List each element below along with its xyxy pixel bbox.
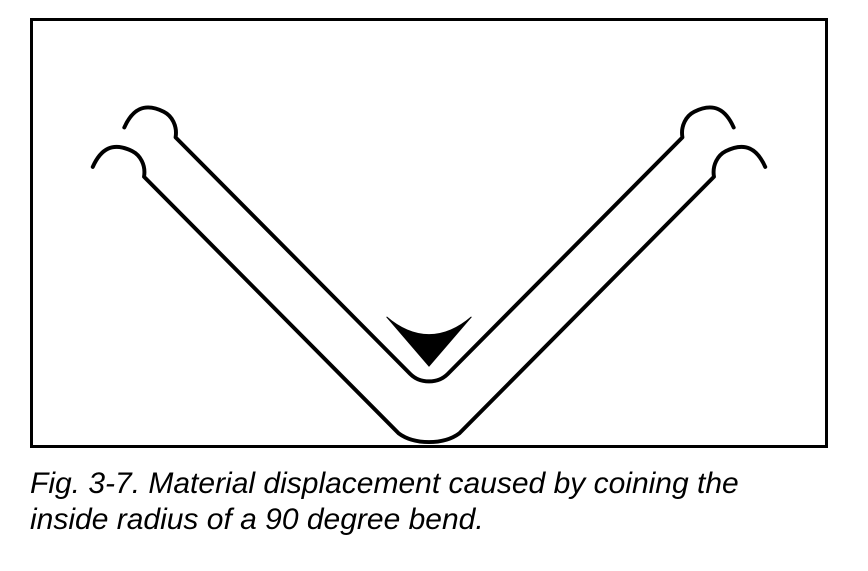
coining-wedge	[387, 317, 472, 366]
figure-frame	[30, 18, 828, 448]
figure-caption: Fig. 3-7. Material displacement caused b…	[30, 466, 739, 538]
page-root: Fig. 3-7. Material displacement caused b…	[0, 0, 868, 571]
caption-line-2: inside radius of a 90 degree bend.	[30, 503, 484, 536]
bend-diagram-svg	[33, 21, 825, 445]
caption-line-1: Fig. 3-7. Material displacement caused b…	[30, 467, 739, 500]
inner-bend-path	[93, 147, 765, 442]
